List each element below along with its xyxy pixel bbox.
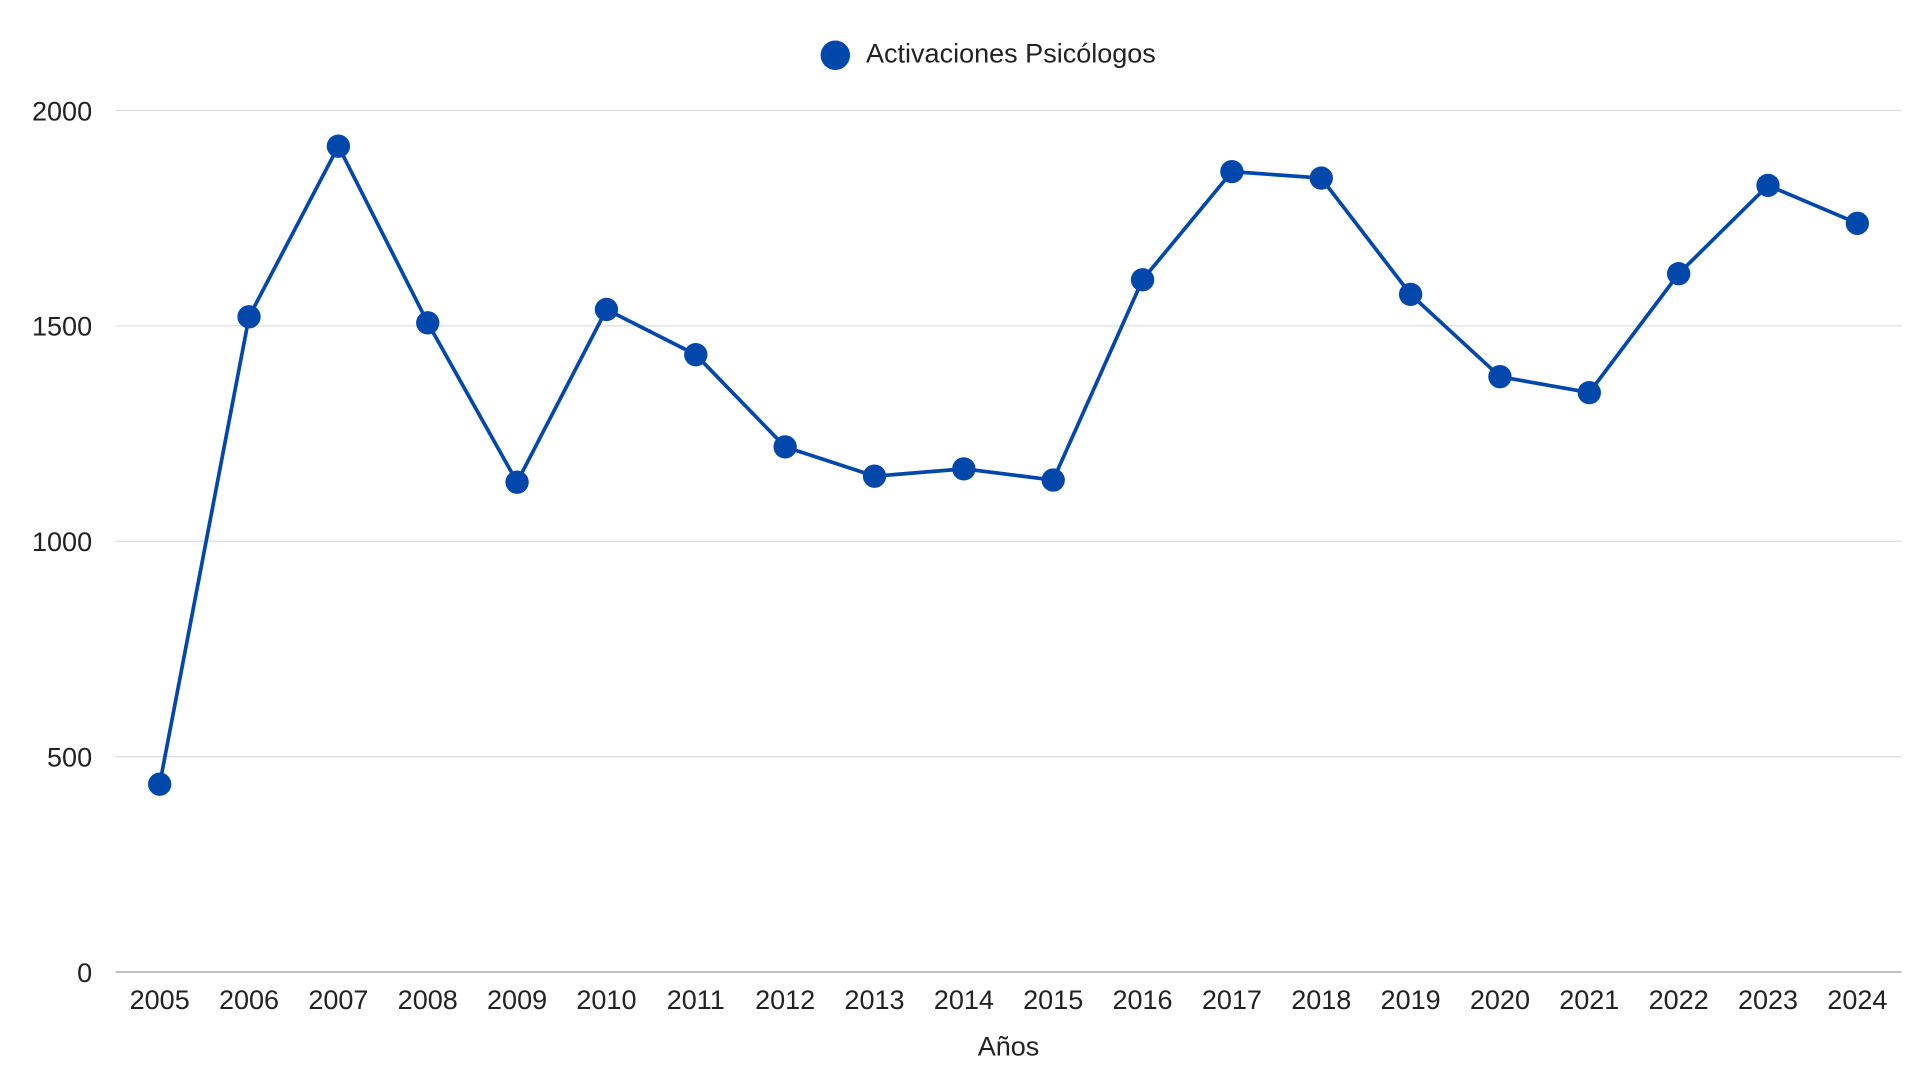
data-point-2011 bbox=[684, 343, 708, 367]
data-point-2010 bbox=[594, 297, 619, 322]
data-point-2020 bbox=[1488, 365, 1512, 389]
data-point-2023 bbox=[1756, 173, 1780, 198]
x-tick-label: 2020 bbox=[1470, 985, 1530, 1015]
x-tick-label: 2015 bbox=[1023, 985, 1083, 1015]
y-tick-label: 1500 bbox=[32, 312, 92, 342]
x-tick-label: 2008 bbox=[398, 985, 458, 1015]
x-tick-label: 2018 bbox=[1291, 985, 1351, 1015]
data-point-2008 bbox=[416, 311, 440, 335]
data-point-2012 bbox=[773, 435, 797, 459]
x-tick-label: 2019 bbox=[1381, 985, 1441, 1015]
x-tick-label: 2022 bbox=[1649, 985, 1709, 1015]
x-tick-label: 2014 bbox=[934, 985, 994, 1015]
legend-label: Activaciones Psicólogos bbox=[866, 39, 1156, 69]
data-point-2013 bbox=[862, 464, 887, 488]
y-tick-label: 1000 bbox=[32, 527, 92, 557]
x-tick-label: 2012 bbox=[755, 985, 815, 1015]
data-point-2021 bbox=[1577, 380, 1601, 405]
x-tick-label: 2010 bbox=[576, 985, 636, 1015]
data-point-2005 bbox=[148, 772, 172, 796]
data-point-2009 bbox=[505, 470, 529, 494]
x-tick-label: 2009 bbox=[487, 985, 547, 1015]
data-point-2019 bbox=[1398, 282, 1423, 307]
x-tick-label: 2023 bbox=[1738, 985, 1798, 1015]
data-point-2015 bbox=[1041, 468, 1065, 492]
x-tick-label: 2013 bbox=[844, 985, 904, 1015]
x-tick-label: 2005 bbox=[130, 985, 190, 1015]
data-point-2018 bbox=[1309, 166, 1333, 190]
data-point-2024 bbox=[1845, 211, 1870, 235]
y-tick-label: 2000 bbox=[32, 96, 92, 126]
x-tick-label: 2021 bbox=[1559, 985, 1619, 1015]
legend: Activaciones Psicólogos bbox=[820, 39, 1156, 70]
data-point-2017 bbox=[1220, 159, 1244, 184]
data-point-2007 bbox=[326, 134, 351, 158]
data-point-2014 bbox=[952, 457, 976, 481]
y-tick-label: 0 bbox=[77, 958, 92, 988]
x-tick-label: 2024 bbox=[1827, 985, 1887, 1015]
data-point-2006 bbox=[237, 305, 261, 329]
data-point-2016 bbox=[1130, 268, 1155, 292]
x-axis-title: Años bbox=[978, 1031, 1040, 1061]
x-tick-label: 2011 bbox=[667, 985, 725, 1015]
y-tick-label: 500 bbox=[47, 742, 92, 772]
data-point-2022 bbox=[1666, 262, 1691, 286]
x-tick-label: 2006 bbox=[219, 985, 279, 1015]
series-line bbox=[157, 144, 1859, 785]
x-tick-label: 2017 bbox=[1202, 985, 1262, 1015]
x-tick-label: 2016 bbox=[1112, 985, 1172, 1015]
legend-marker bbox=[820, 40, 851, 70]
x-tick-label: 2007 bbox=[308, 985, 368, 1015]
